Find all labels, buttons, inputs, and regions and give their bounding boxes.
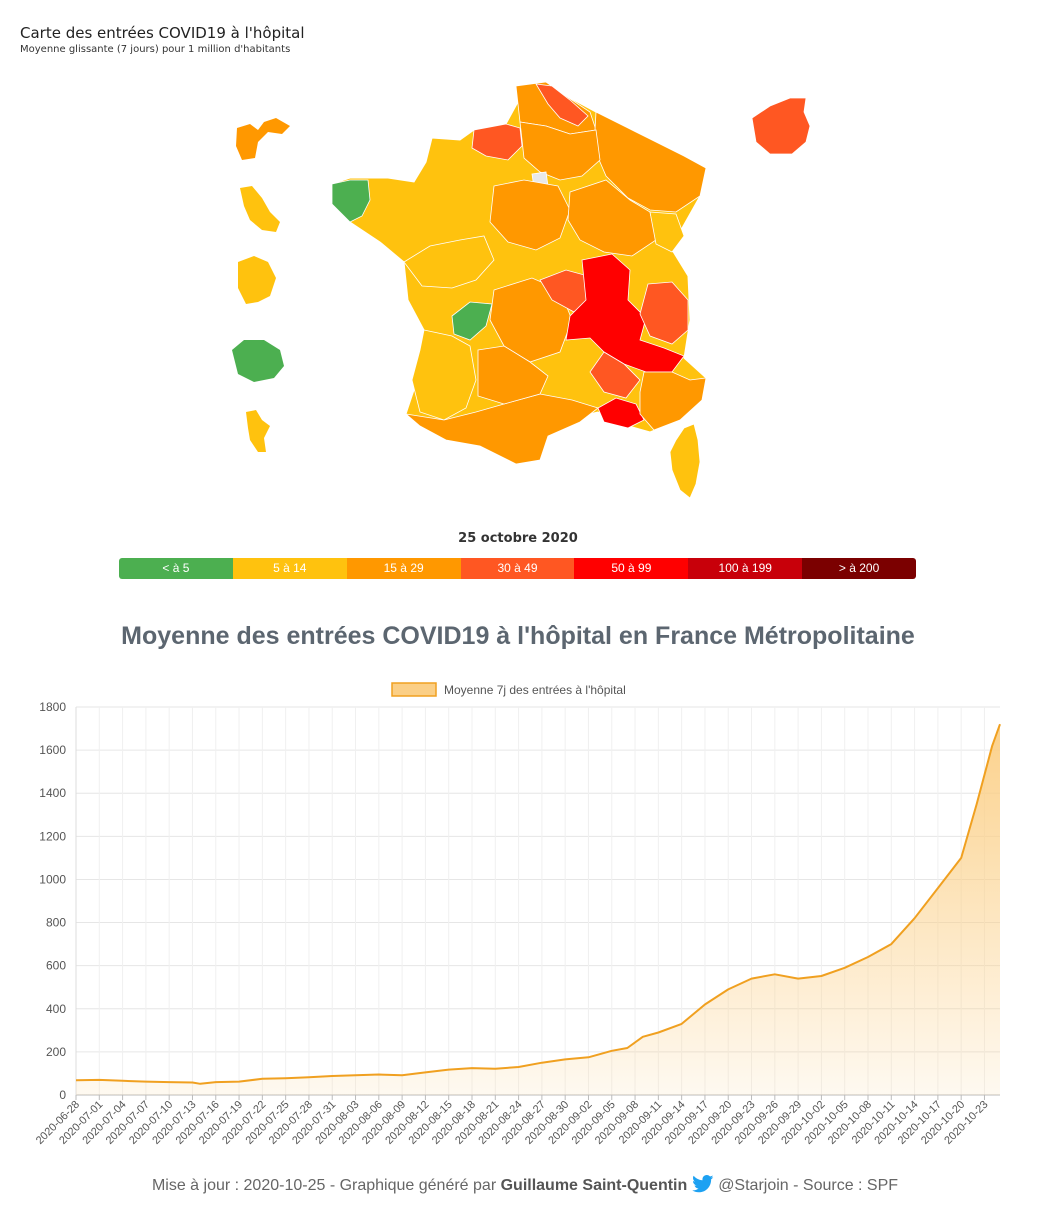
legend-item-1: 5 à 14: [232, 558, 347, 579]
map-title: Carte des entrées COVID19 à l'hôpital: [20, 24, 305, 42]
footer-author: Guillaume Saint-Quentin: [500, 1177, 688, 1194]
region-centre: [489, 179, 571, 251]
region-aquitaine: [411, 329, 477, 421]
region-occitanie: [404, 393, 599, 465]
legend-item-6: > à 200: [802, 558, 916, 579]
footer: Mise à jour : 2020-10-25 - Graphique gén…: [0, 1175, 1050, 1195]
region-nord-red: [535, 83, 589, 127]
legend-label: Moyenne 7j des entrées à l'hôpital: [444, 683, 626, 697]
twitter-icon: [691, 1175, 714, 1193]
guyane-region: [238, 256, 276, 304]
y-tick-label-5: 1000: [39, 872, 66, 886]
y-tick-label-1: 200: [46, 1045, 66, 1059]
region-grand-est: [593, 111, 707, 213]
y-tick-label-4: 800: [46, 916, 66, 930]
legend-item-4: 50 à 99: [574, 558, 689, 579]
legend-swatch: [391, 682, 437, 697]
region-paca: [639, 371, 707, 431]
map-subtitle: Moyenne glissante (7 jours) pour 1 milli…: [20, 44, 291, 55]
region-bretagne: [331, 179, 371, 223]
region-picardie: [519, 121, 601, 181]
legend-item-5: 100 à 199: [688, 558, 803, 579]
chart-title: Moyenne des entrées COVID19 à l'hôpital …: [121, 622, 915, 650]
y-tick-label-0: 0: [59, 1088, 66, 1102]
y-tick-label-3: 600: [46, 959, 66, 973]
legend-item-2: 15 à 29: [346, 558, 461, 579]
region-gard-red: [597, 397, 645, 429]
region-normandie: [471, 123, 523, 161]
guadeloupe-region: [236, 118, 290, 160]
france-map: [232, 81, 811, 499]
region-drome-orange-red: [589, 351, 641, 399]
map-date: 25 octobre 2020: [458, 531, 578, 546]
region-limousin-green: [451, 301, 493, 341]
region-jura: [649, 211, 685, 253]
region-alpes-orange-red: [639, 281, 689, 345]
region-bourgogne: [567, 179, 657, 257]
y-tick-label-6: 1200: [39, 829, 66, 843]
region-pays-loire: [403, 235, 495, 289]
series-line: [75, 723, 1001, 1085]
y-tick-label-2: 400: [46, 1002, 66, 1016]
ile-de-france-inset: [751, 97, 811, 155]
legend-item-3: 30 à 49: [460, 558, 575, 579]
corse-region: [669, 423, 701, 499]
reunion-region: [232, 340, 284, 382]
footer-prefix: Mise à jour : 2020-10-25 - Graphique gén…: [151, 1177, 497, 1194]
legend-item-0: < à 5: [119, 558, 233, 579]
y-tick-label-7: 1400: [39, 786, 66, 800]
footer-suffix: @Starjoin - Source : SPF: [718, 1177, 899, 1194]
y-tick-label-8: 1600: [39, 743, 66, 757]
martinique-region: [240, 186, 280, 232]
region-midi: [477, 345, 549, 405]
series-area: [76, 724, 1000, 1095]
mayotte-region: [246, 410, 270, 452]
y-tick-label-9: 1800: [39, 700, 66, 714]
hospital-admissions-chart: 0200400600800100012001400160018002020-06…: [34, 682, 1001, 1147]
